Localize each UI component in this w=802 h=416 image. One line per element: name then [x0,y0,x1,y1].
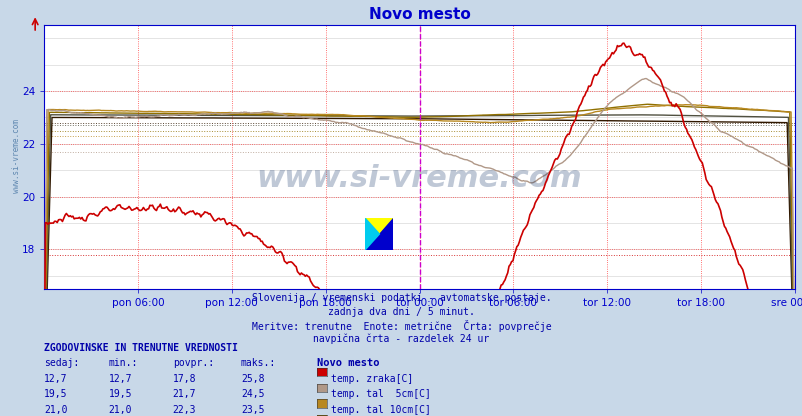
Text: www.si-vreme.com: www.si-vreme.com [11,119,21,193]
Text: www.si-vreme.com: www.si-vreme.com [257,163,581,193]
Text: Meritve: trenutne  Enote: metrične  Črta: povprečje: Meritve: trenutne Enote: metrične Črta: … [251,320,551,332]
Text: maks.:: maks.: [241,358,276,368]
Text: 21,0: 21,0 [108,405,132,415]
Text: 17,8: 17,8 [172,374,196,384]
Text: 12,7: 12,7 [108,374,132,384]
Polygon shape [365,218,379,250]
Title: Novo mesto: Novo mesto [368,7,470,22]
Text: 12,7: 12,7 [44,374,67,384]
Text: 24,5: 24,5 [241,389,264,399]
Text: 21,0: 21,0 [44,405,67,415]
Text: Novo mesto: Novo mesto [317,358,379,368]
Text: sedaj:: sedaj: [44,358,79,368]
Polygon shape [365,218,393,250]
Polygon shape [365,218,393,250]
Text: temp. zraka[C]: temp. zraka[C] [330,374,412,384]
Text: 21,7: 21,7 [172,389,196,399]
Text: zadnja dva dni / 5 minut.: zadnja dva dni / 5 minut. [328,307,474,317]
Text: ZGODOVINSKE IN TRENUTNE VREDNOSTI: ZGODOVINSKE IN TRENUTNE VREDNOSTI [44,343,237,353]
Text: 19,5: 19,5 [108,389,132,399]
Text: temp. tal  5cm[C]: temp. tal 5cm[C] [330,389,430,399]
Text: min.:: min.: [108,358,138,368]
Text: 25,8: 25,8 [241,374,264,384]
Text: 23,5: 23,5 [241,405,264,415]
Text: 19,5: 19,5 [44,389,67,399]
Text: 22,3: 22,3 [172,405,196,415]
Text: povpr.:: povpr.: [172,358,213,368]
Text: navpična črta - razdelek 24 ur: navpična črta - razdelek 24 ur [313,334,489,344]
Text: Slovenija / vremenski podatki - avtomatske postaje.: Slovenija / vremenski podatki - avtomats… [251,293,551,303]
Text: temp. tal 10cm[C]: temp. tal 10cm[C] [330,405,430,415]
